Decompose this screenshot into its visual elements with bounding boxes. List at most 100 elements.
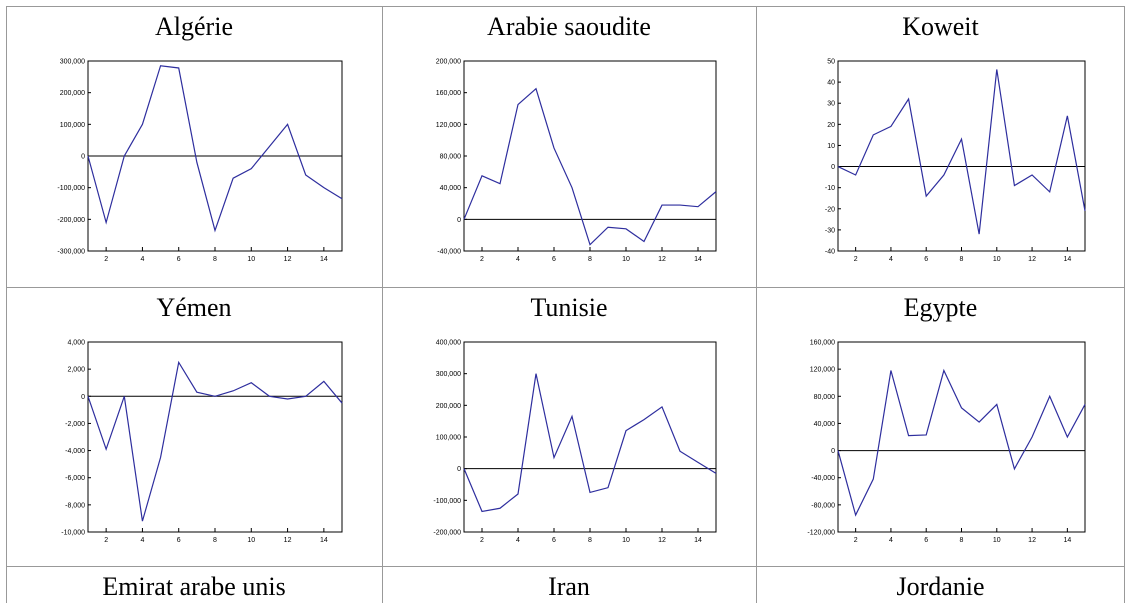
y-tick-label: 2,000 [67, 367, 85, 374]
x-tick-label: 14 [320, 256, 328, 263]
y-tick-label: -120,000 [807, 530, 835, 537]
x-tick-label: 10 [993, 537, 1001, 544]
x-tick-label: 8 [588, 256, 592, 263]
x-tick-label: 6 [552, 537, 556, 544]
y-tick-label: 160,000 [810, 340, 835, 347]
plot-frame [837, 60, 1086, 252]
x-tick-label: 4 [889, 256, 893, 263]
chart-title: Algérie [155, 12, 233, 41]
y-tick-label: 0 [457, 466, 461, 473]
x-tick-label: 8 [960, 256, 964, 263]
y-tick-label: 100,000 [436, 435, 461, 442]
chart-title: Arabie saoudite [487, 12, 651, 41]
y-tick-label: 30 [827, 101, 835, 108]
y-tick-label: 0 [81, 154, 85, 161]
y-tick-label: 80,000 [814, 394, 836, 401]
x-tick-label: 10 [993, 256, 1001, 263]
x-tick-label: 12 [284, 256, 292, 263]
chart-title: Egypte [904, 293, 978, 322]
x-tick-label: 12 [658, 256, 666, 263]
x-tick-label: 4 [140, 537, 144, 544]
x-tick-label: 4 [140, 256, 144, 263]
plot-frame [463, 341, 717, 533]
x-tick-label: 14 [694, 537, 702, 544]
y-tick-label: -4,000 [65, 448, 85, 455]
y-tick-label: -40,000 [437, 249, 461, 256]
y-tick-label: 80,000 [440, 154, 462, 161]
y-tick-label: -80,000 [811, 502, 835, 509]
data-line [837, 368, 1086, 517]
y-tick-label: 4,000 [67, 340, 85, 347]
x-tick-label: 4 [516, 537, 520, 544]
y-tick-label: 0 [831, 164, 835, 171]
y-tick-label: 160,000 [436, 90, 461, 97]
x-tick-label: 6 [177, 537, 181, 544]
x-tick-label: 2 [104, 537, 108, 544]
y-tick-label: -300,000 [57, 249, 85, 256]
y-tick-label: -20 [825, 206, 835, 213]
y-tick-label: 200,000 [60, 90, 85, 97]
data-line [87, 65, 343, 233]
y-tick-label: -6,000 [65, 475, 85, 482]
y-tick-label: 50 [827, 59, 835, 66]
y-tick-label: 0 [457, 217, 461, 224]
x-tick-label: 10 [622, 537, 630, 544]
y-tick-label: 120,000 [436, 122, 461, 129]
y-tick-label: -2,000 [65, 421, 85, 428]
x-tick-label: 8 [588, 537, 592, 544]
y-tick-label: 400,000 [436, 340, 461, 347]
x-tick-label: 6 [924, 537, 928, 544]
x-tick-label: 6 [924, 256, 928, 263]
x-tick-label: 10 [247, 256, 255, 263]
y-tick-label: 10 [827, 143, 835, 150]
x-tick-label: 14 [320, 537, 328, 544]
x-tick-label: 10 [247, 537, 255, 544]
x-tick-label: 2 [480, 256, 484, 263]
x-tick-label: 4 [516, 256, 520, 263]
table-border [6, 6, 1125, 603]
y-tick-label: 120,000 [810, 367, 835, 374]
x-tick-label: 14 [1063, 256, 1071, 263]
y-tick-label: 200,000 [436, 59, 461, 66]
x-tick-label: 4 [889, 537, 893, 544]
data-line [87, 360, 343, 522]
y-tick-label: 100,000 [60, 122, 85, 129]
y-tick-label: 300,000 [436, 371, 461, 378]
x-tick-label: 2 [854, 256, 858, 263]
table-borders [6, 6, 1125, 603]
data-line [837, 69, 1086, 235]
chart-title: Emirat arabe unis [102, 572, 285, 601]
y-tick-label: 40,000 [440, 185, 462, 192]
x-tick-label: 8 [213, 537, 217, 544]
y-tick-label: 40 [827, 80, 835, 87]
plot-frame [837, 341, 1086, 533]
x-tick-label: 6 [552, 256, 556, 263]
data-line [463, 373, 717, 513]
x-tick-label: 8 [960, 537, 964, 544]
x-tick-label: 6 [177, 256, 181, 263]
y-tick-label: -40,000 [811, 475, 835, 482]
plot-frame [463, 60, 717, 252]
y-tick-label: -40 [825, 249, 835, 256]
x-tick-label: 12 [1028, 537, 1036, 544]
chart-title: Iran [548, 572, 590, 601]
y-tick-label: -100,000 [57, 185, 85, 192]
y-tick-label: -200,000 [57, 217, 85, 224]
chart-title: Tunisie [530, 293, 607, 322]
x-tick-label: 2 [480, 537, 484, 544]
x-tick-label: 14 [1063, 537, 1071, 544]
y-tick-label: 300,000 [60, 59, 85, 66]
y-tick-label: 20 [827, 122, 835, 129]
y-tick-label: 200,000 [436, 403, 461, 410]
y-tick-label: 0 [81, 394, 85, 401]
x-tick-label: 2 [854, 537, 858, 544]
y-tick-label: -200,000 [433, 530, 461, 537]
x-tick-label: 12 [1028, 256, 1036, 263]
chart-title: Jordanie [896, 572, 984, 601]
plot-frame [87, 341, 343, 533]
y-tick-label: -8,000 [65, 502, 85, 509]
x-tick-label: 10 [622, 256, 630, 263]
x-tick-label: 8 [213, 256, 217, 263]
chart-title: Koweit [902, 12, 979, 41]
